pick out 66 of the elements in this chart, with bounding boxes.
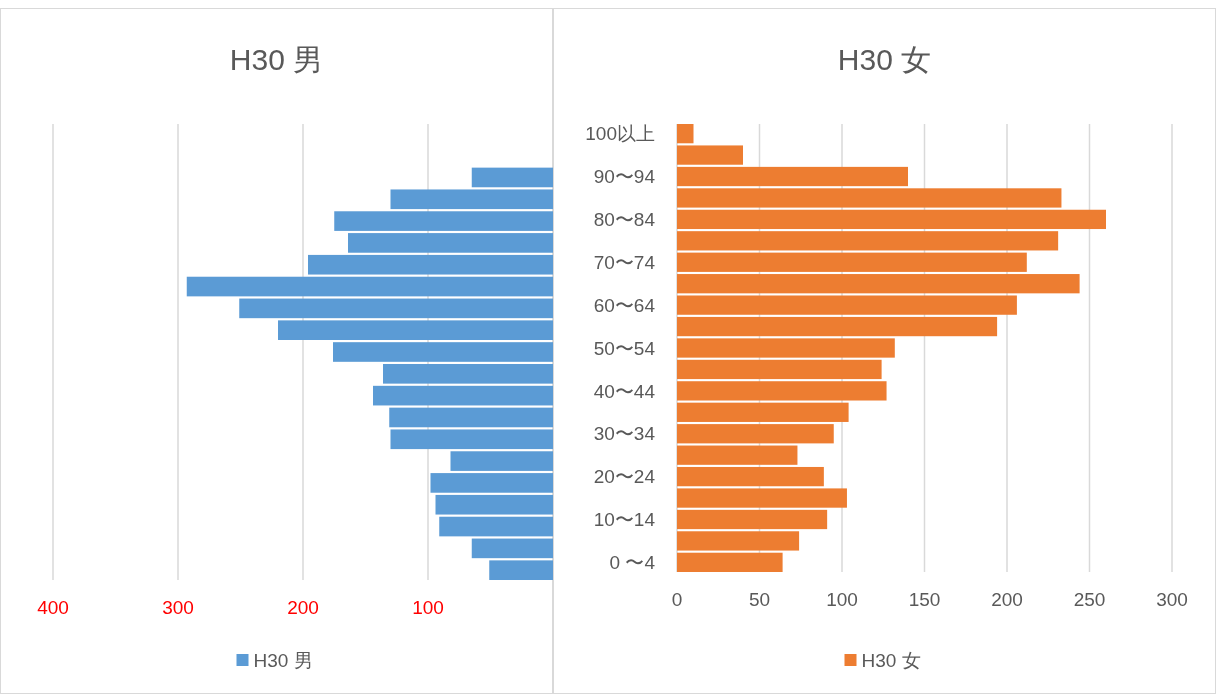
x-tick-label: 200 (991, 589, 1023, 610)
x-tick-label: 200 (287, 597, 319, 618)
chart-title: H30 男 (229, 43, 324, 76)
bar (677, 445, 798, 465)
bar (677, 145, 743, 165)
y-tick-label: 40〜44 (593, 380, 656, 402)
y-tick-label: 80〜84 (593, 209, 656, 231)
x-tick-label: 50 (748, 589, 771, 610)
bar (333, 342, 553, 362)
bar (677, 124, 694, 144)
y-tick-label: 10〜14 (593, 509, 656, 531)
bar (677, 488, 847, 508)
bar (239, 298, 553, 319)
bar (278, 320, 553, 340)
bar (430, 473, 553, 493)
bar (390, 429, 553, 450)
x-tick-label: 150 (908, 589, 941, 610)
bar (677, 552, 783, 572)
y-tick-label: 0 〜4 (609, 552, 656, 573)
bar (677, 424, 834, 444)
bar (439, 516, 553, 537)
y-tick-label: 90〜94 (593, 166, 656, 188)
x-tick-label: 250 (1073, 589, 1106, 610)
x-tick-label: 100 (826, 589, 858, 610)
x-tick-label: 400 (37, 597, 69, 618)
bar (383, 364, 553, 384)
bar (677, 381, 887, 401)
bar (677, 295, 1017, 315)
y-tick-label: 50〜54 (593, 337, 656, 359)
bar (390, 189, 553, 210)
y-tick-label: 20〜24 (593, 466, 656, 488)
x-tick-label: 100 (412, 597, 444, 618)
bar (677, 402, 849, 422)
bar (450, 451, 553, 471)
bar (677, 531, 800, 551)
bar (389, 407, 553, 428)
bar (435, 494, 553, 515)
bar (677, 274, 1080, 294)
bar (471, 167, 553, 188)
bar (471, 538, 553, 559)
bar (677, 338, 895, 358)
bar (186, 276, 553, 297)
x-tick-label: 300 (1156, 589, 1188, 610)
y-tick-label: 60〜64 (593, 294, 656, 316)
legend-label: H30 女 (861, 649, 921, 671)
bar (677, 166, 908, 187)
bar (489, 560, 553, 580)
bar (308, 254, 553, 275)
bar (677, 252, 1027, 272)
bar (348, 233, 553, 253)
bar (373, 385, 553, 406)
y-tick-label: 70〜74 (593, 251, 656, 273)
y-tick-label: 30〜34 (593, 423, 656, 445)
bar (677, 209, 1106, 230)
bar (677, 231, 1059, 251)
bar (677, 466, 824, 487)
bar (677, 509, 828, 530)
x-tick-label: 300 (162, 597, 194, 618)
chart-title: H30 女 (837, 43, 932, 76)
legend-label: H30 男 (253, 649, 313, 671)
bar (334, 211, 553, 231)
bar (677, 188, 1062, 208)
bar (677, 316, 998, 337)
y-tick-label: 100以上 (585, 123, 655, 145)
bar (677, 359, 882, 380)
x-tick-label: 0 (671, 589, 683, 610)
